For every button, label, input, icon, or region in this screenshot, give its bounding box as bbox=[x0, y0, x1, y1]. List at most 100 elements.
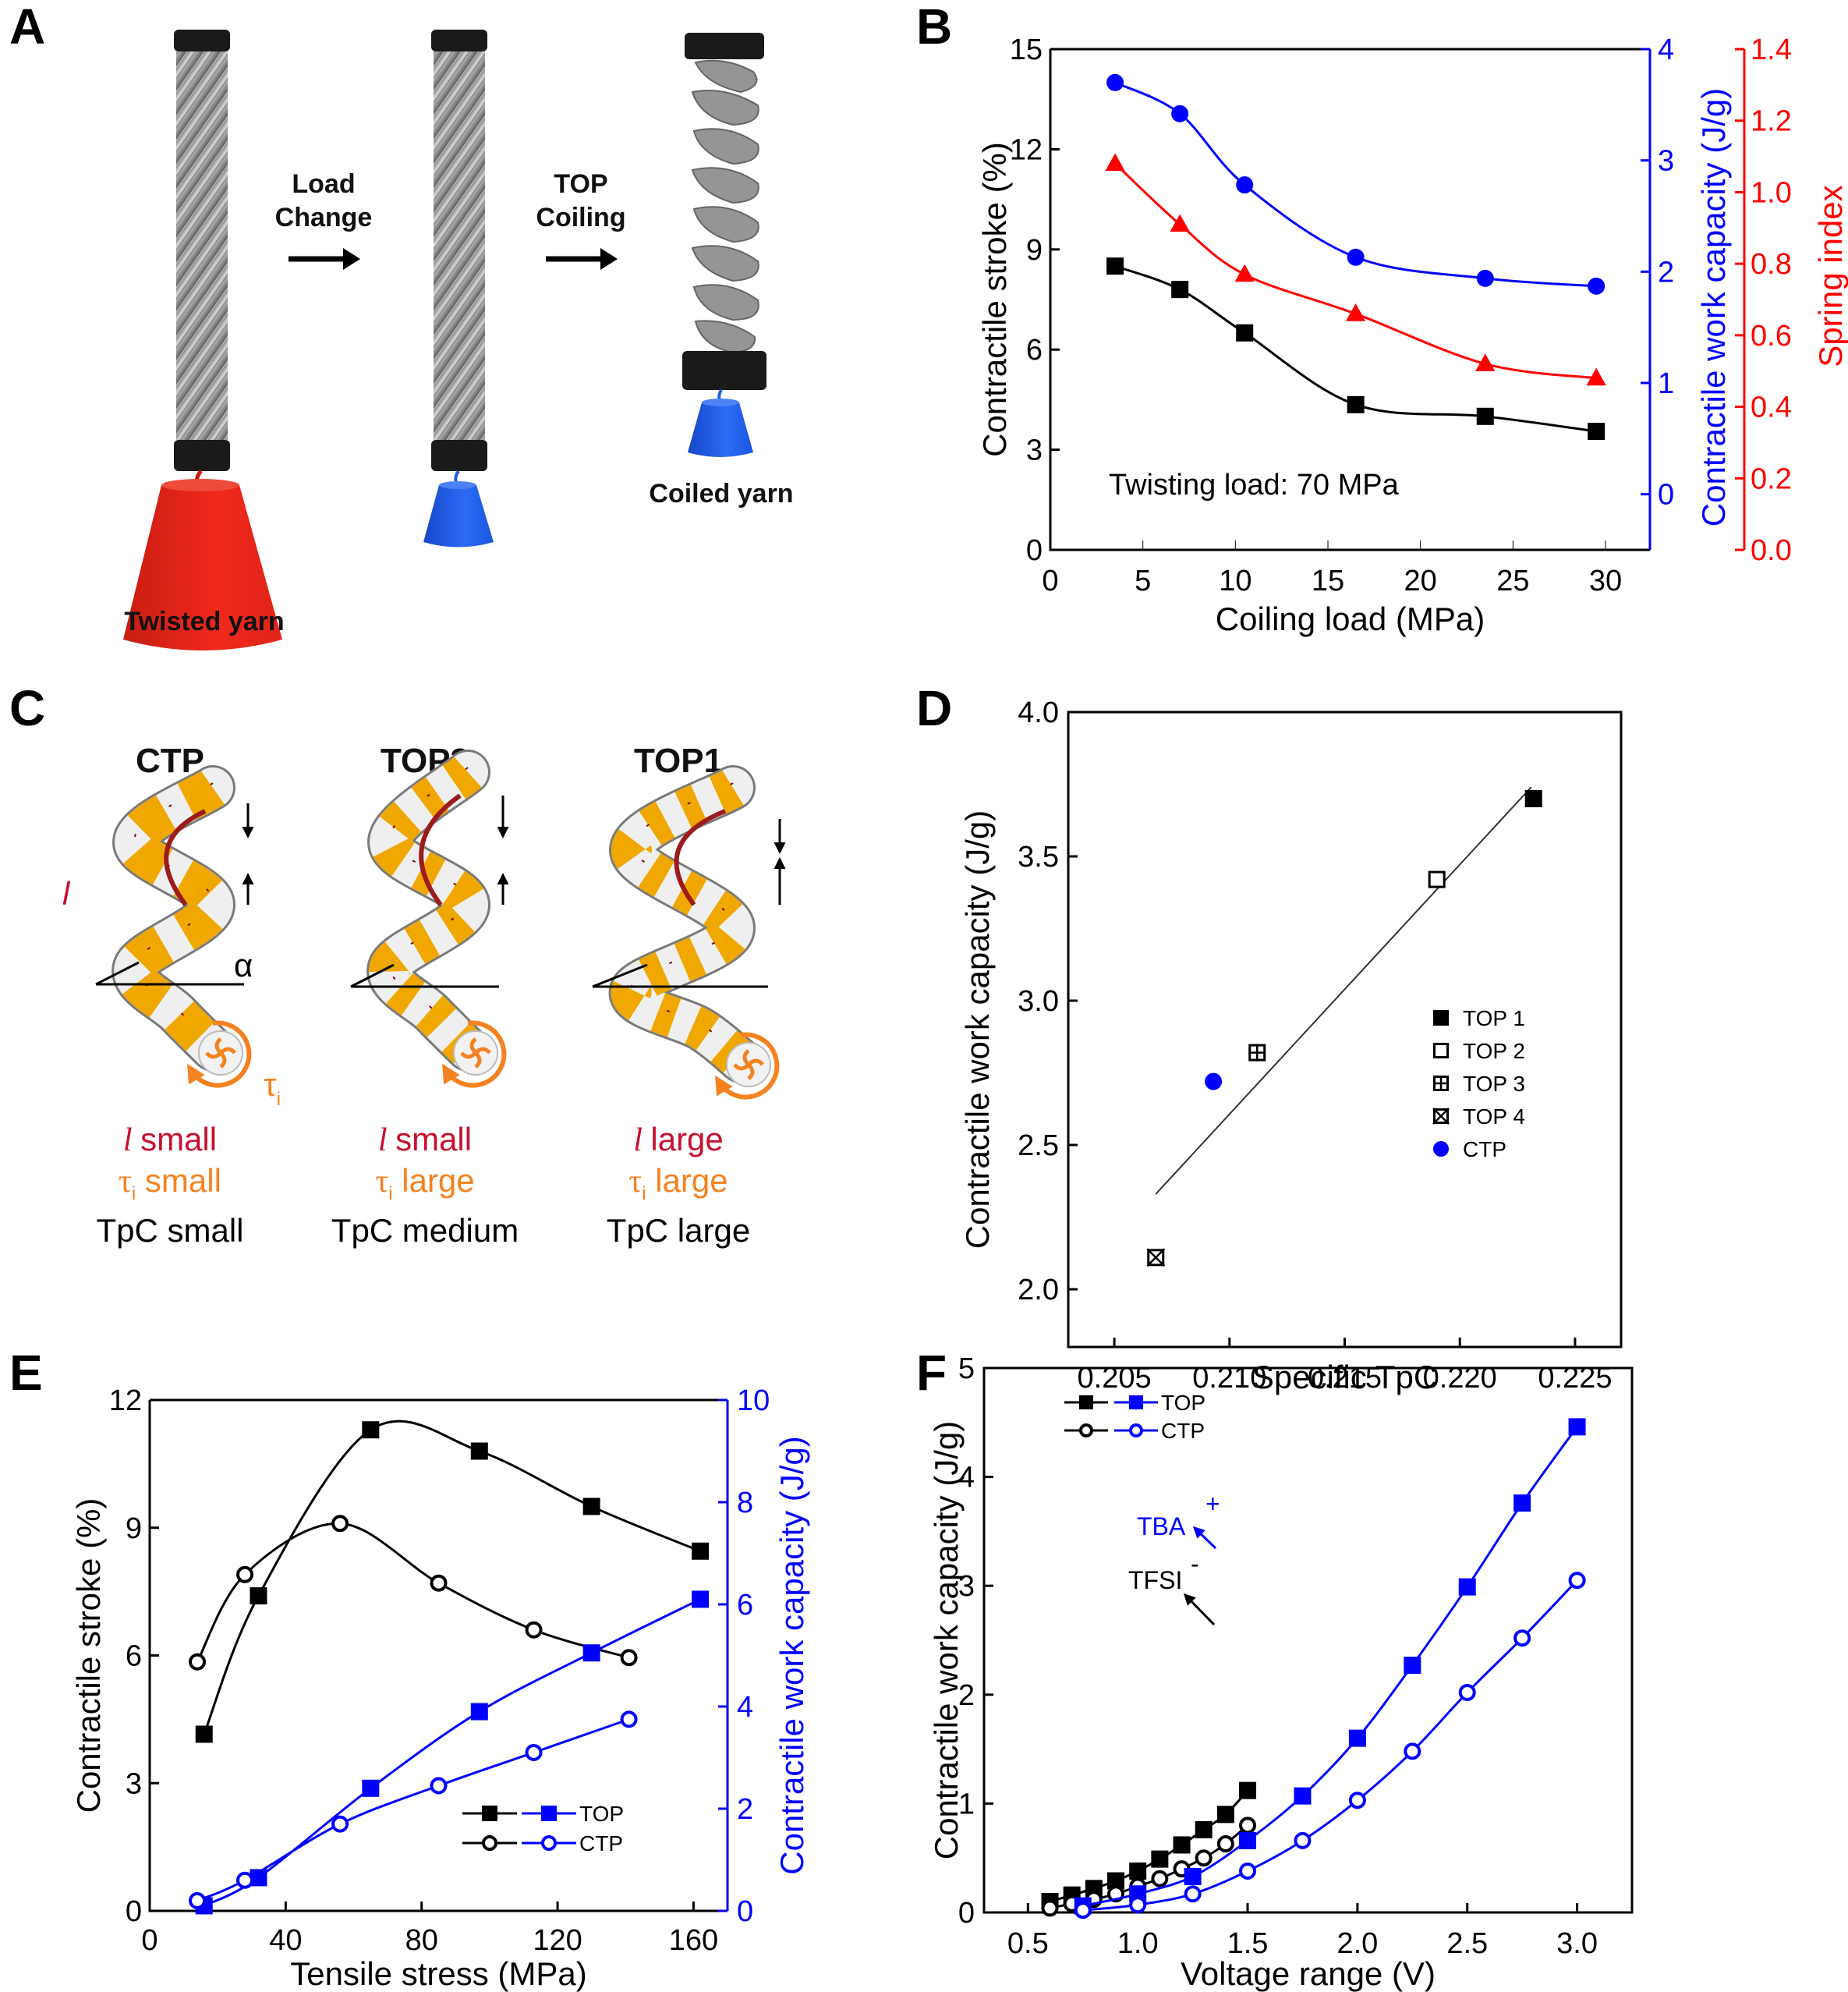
data-point bbox=[1404, 1742, 1421, 1760]
annotation-tfsi-sup: - bbox=[1191, 1550, 1199, 1578]
panel-b: B 0 5 10 15 20 25 3003691215012340.00.20.40.60… bbox=[916, 0, 1848, 637]
yarn-body bbox=[176, 51, 228, 440]
legend-marker bbox=[1433, 1076, 1449, 1091]
data-point bbox=[1404, 1657, 1421, 1675]
panel-letter-d: D bbox=[916, 680, 952, 736]
legend-label: TOP 2 bbox=[1463, 1039, 1525, 1063]
data-point bbox=[1216, 1835, 1234, 1853]
blue-tick-label: 4 bbox=[1658, 34, 1674, 66]
annotation-tba-sup: + bbox=[1205, 1490, 1220, 1518]
data-point bbox=[1348, 1792, 1366, 1809]
blue-tick-label: 2 bbox=[1658, 256, 1674, 289]
data-point bbox=[582, 1498, 600, 1515]
caption-tpc: TpC large bbox=[607, 1212, 750, 1249]
angle-ray bbox=[350, 963, 395, 988]
data-point bbox=[195, 1725, 213, 1743]
blue-tick-label: 4 bbox=[737, 1691, 753, 1724]
caption-tpc: TpC medium bbox=[331, 1212, 519, 1249]
data-point bbox=[1239, 1831, 1257, 1849]
blue-tick-label: 1 bbox=[1658, 367, 1674, 400]
series-line bbox=[203, 1420, 701, 1735]
panel-a: A Twisted yarn Load Change bbox=[9, 0, 794, 650]
x-tick-label: 80 bbox=[405, 1924, 438, 1957]
data-point bbox=[1568, 1572, 1586, 1590]
data-point bbox=[1105, 153, 1125, 172]
arrow-tba bbox=[1192, 1526, 1217, 1550]
data-point bbox=[1184, 1867, 1202, 1885]
fiber-length-path bbox=[164, 809, 207, 906]
data-point bbox=[1236, 324, 1254, 342]
data-point bbox=[362, 1779, 380, 1797]
y-tick-label: 9 bbox=[1026, 234, 1043, 267]
reloaded-yarn-illustration bbox=[423, 30, 494, 548]
data-point bbox=[1239, 1862, 1257, 1880]
y-axis-title-left: Contractile stroke (%) bbox=[70, 1498, 107, 1813]
plot-frame bbox=[982, 1366, 1634, 1914]
legend-marker bbox=[482, 1806, 497, 1821]
blue-tick-label: 0 bbox=[737, 1895, 753, 1928]
x-tick-label: 0.225 bbox=[1538, 1362, 1612, 1395]
y-tick-label: 12 bbox=[1010, 133, 1043, 166]
y-tick-label: 3 bbox=[1026, 434, 1043, 467]
x-axis-title: Specific TpC bbox=[1252, 1359, 1437, 1395]
red-tick-label: 1.2 bbox=[1751, 105, 1792, 138]
series-line bbox=[1082, 1579, 1578, 1912]
data-point bbox=[236, 1871, 254, 1889]
x-tick-label: 1.0 bbox=[1117, 1927, 1159, 1960]
data-point bbox=[620, 1710, 638, 1728]
y-tick-label: 2 bbox=[958, 1679, 975, 1712]
fiber-length-path bbox=[674, 809, 727, 906]
light-weight bbox=[423, 485, 494, 548]
legend-marker bbox=[1433, 1010, 1449, 1026]
data-point bbox=[430, 1574, 448, 1592]
legend-label: CTP bbox=[579, 1831, 623, 1856]
angle-ray bbox=[95, 961, 140, 986]
data-point bbox=[1129, 1862, 1147, 1880]
symbol-alpha: α bbox=[234, 947, 253, 984]
x-tick-label: 15 bbox=[1312, 565, 1344, 597]
data-point bbox=[1171, 281, 1189, 299]
arrow2-label-line2: Coiling bbox=[536, 203, 625, 232]
label-twisted-yarn: Twisted yarn bbox=[124, 607, 284, 636]
legend-marker bbox=[1433, 1043, 1449, 1058]
x-tick-label: 10 bbox=[1219, 565, 1251, 597]
panel-letter-f: F bbox=[916, 1345, 947, 1401]
data-point bbox=[1171, 105, 1189, 122]
annotation-tba: TBA bbox=[1137, 1512, 1186, 1540]
torque-arrow-icon bbox=[442, 1020, 507, 1088]
panel-letter-e: E bbox=[9, 1345, 43, 1401]
y-tick-label: 12 bbox=[109, 1384, 142, 1417]
series-line bbox=[1082, 1426, 1578, 1908]
data-point bbox=[1475, 353, 1496, 371]
data-point bbox=[692, 1542, 710, 1560]
data-point bbox=[1239, 1781, 1257, 1799]
y-axis-title-right: Contractile work capacity (J/g) bbox=[774, 1436, 810, 1875]
red-tick-label: 0.0 bbox=[1751, 534, 1792, 567]
fiber-length-path bbox=[419, 793, 462, 906]
twisted-yarn-illustration: Twisted yarn bbox=[123, 30, 285, 650]
data-point bbox=[1106, 73, 1124, 91]
legend-marker bbox=[1432, 1108, 1450, 1125]
x-tick-label: 160 bbox=[669, 1924, 718, 1957]
data-point bbox=[1345, 303, 1366, 321]
angle-ray bbox=[592, 963, 648, 988]
data-point bbox=[1458, 1578, 1476, 1596]
legend-label: TOP 1 bbox=[1463, 1006, 1525, 1030]
legend-label: TOP 4 bbox=[1463, 1104, 1525, 1129]
marker-cross bbox=[1146, 1248, 1166, 1267]
marker-plus bbox=[1248, 1044, 1266, 1062]
data-point bbox=[1524, 790, 1542, 807]
red-tick-label: 0.6 bbox=[1751, 320, 1792, 353]
data-point bbox=[1151, 1850, 1169, 1868]
legend-label: TOP bbox=[579, 1802, 624, 1826]
x-tick-label: 25 bbox=[1496, 565, 1529, 597]
annotation-twisting-load: Twisting load: 70 MPa bbox=[1109, 469, 1400, 502]
y-tick-label: 0 bbox=[1026, 534, 1043, 567]
legend-marker bbox=[1129, 1395, 1143, 1409]
data-point bbox=[470, 1442, 488, 1460]
y-tick-label: 3.5 bbox=[1018, 841, 1059, 874]
data-point bbox=[1195, 1849, 1213, 1867]
x-tick-label: 0 bbox=[1042, 565, 1058, 597]
